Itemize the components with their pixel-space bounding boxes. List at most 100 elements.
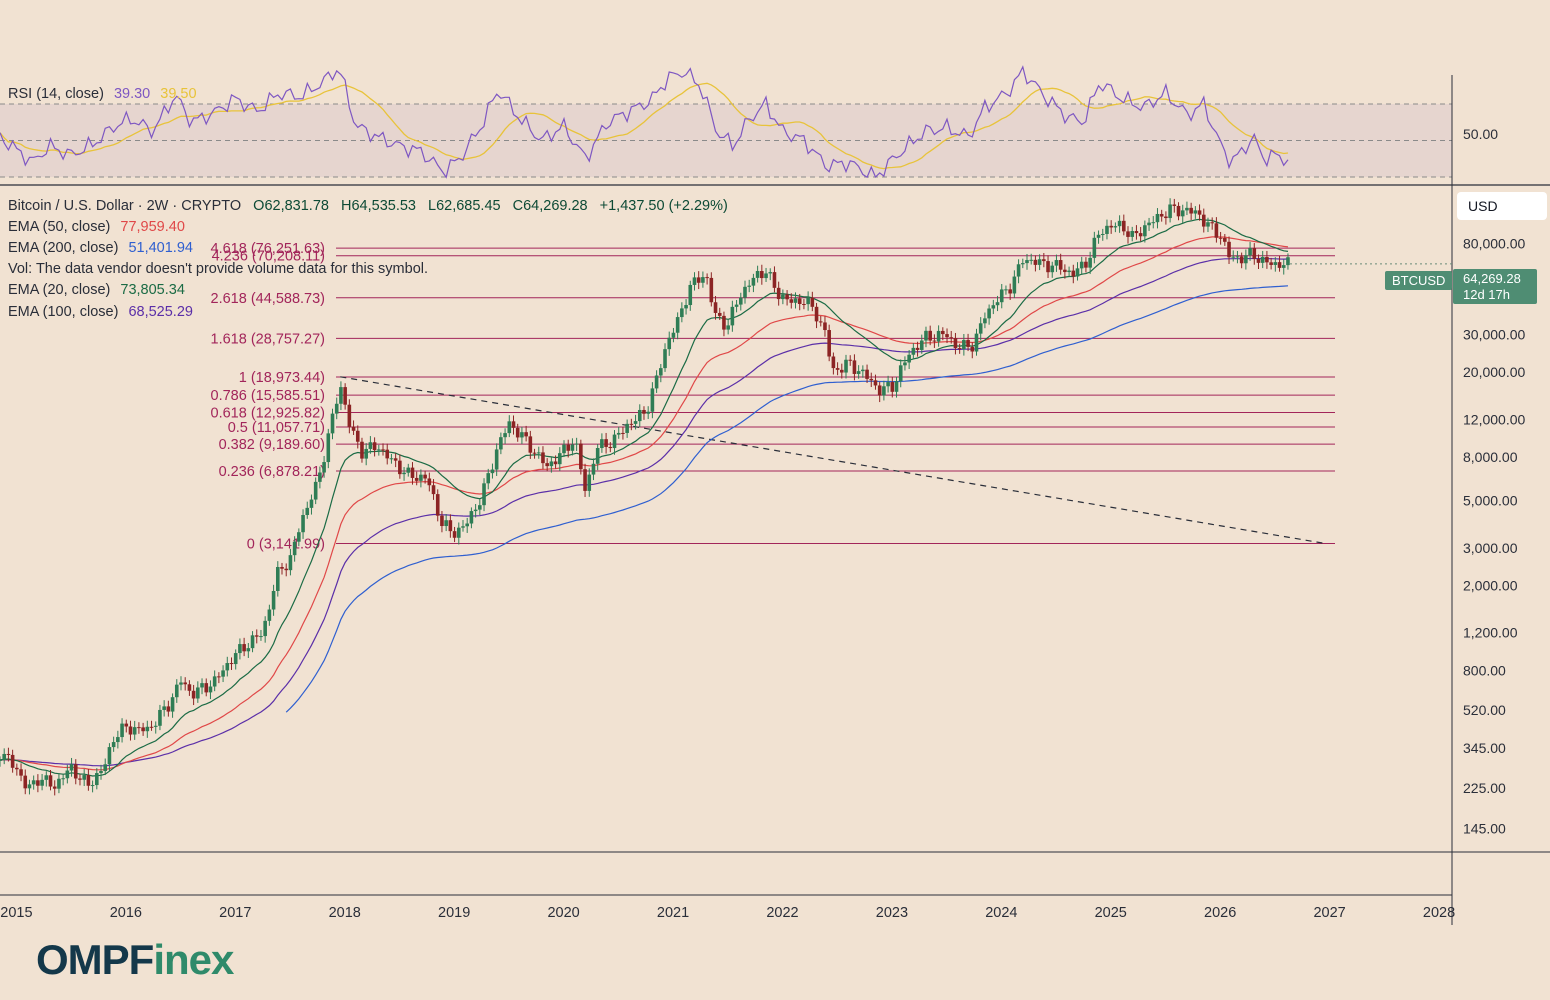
candle-body: [381, 449, 385, 451]
candle-body: [65, 770, 70, 779]
candle-body: [1138, 233, 1143, 237]
candle-body: [1092, 237, 1097, 258]
candle-body: [776, 287, 781, 300]
candle-body: [1054, 260, 1059, 266]
ema50-label: EMA (50, close): [8, 219, 111, 235]
candle-body: [743, 286, 747, 298]
candle-body: [1033, 259, 1038, 265]
candle-body: [1244, 255, 1248, 264]
ema100-value: 68,525.29: [128, 304, 193, 320]
candle-body: [6, 753, 11, 755]
candle-body: [983, 318, 987, 324]
candle-body: [818, 321, 823, 323]
candle-body: [604, 439, 608, 447]
candle-body: [153, 725, 158, 727]
candle-body: [848, 359, 853, 361]
candle-body: [423, 474, 427, 479]
candle-body: [1113, 226, 1118, 228]
candle-body: [19, 769, 23, 776]
candle-body: [254, 635, 259, 637]
candle-body: [473, 509, 478, 512]
candle-body: [1134, 231, 1139, 234]
candle-body: [40, 779, 44, 786]
candle-body: [1100, 233, 1105, 235]
rsi-line: [0, 65, 1289, 179]
candle-body: [107, 747, 112, 765]
candle-body: [1067, 270, 1071, 273]
candle-body: [1079, 261, 1084, 269]
candle-body: [667, 337, 672, 350]
candle-body: [149, 726, 154, 728]
candle-body: [69, 764, 74, 771]
time-axis-label: 2026: [1204, 905, 1236, 921]
candle-body: [1117, 220, 1122, 227]
logo-text-2: inex: [153, 936, 234, 983]
price-axis-label: 145.00: [1463, 821, 1506, 837]
ema50-line: [0, 236, 1289, 771]
candle-body: [738, 297, 743, 305]
candle-body: [999, 289, 1004, 303]
candle-body: [419, 474, 423, 481]
candle-body: [305, 507, 310, 516]
candle-body: [179, 682, 183, 685]
candle-body: [246, 648, 251, 652]
candle-body: [709, 277, 714, 303]
candle-body: [1143, 225, 1147, 237]
candle-body: [57, 778, 61, 789]
candle-body: [1265, 256, 1269, 263]
candle-body: [1269, 262, 1273, 265]
candle-body: [616, 432, 621, 435]
candle-body: [440, 515, 444, 527]
candle-body: [936, 330, 941, 342]
candle-body: [747, 285, 752, 287]
candle-body: [1096, 234, 1101, 238]
price-axis-label: 20,000.00: [1463, 364, 1525, 380]
candle-body: [431, 485, 436, 495]
candle-body: [941, 330, 945, 335]
time-axis-label: 2022: [766, 905, 798, 921]
candle-body: [1223, 237, 1227, 242]
time-axis-label: 2028: [1423, 905, 1455, 921]
candle-body: [1180, 210, 1185, 217]
candle-body: [856, 371, 861, 374]
candle-body: [1239, 256, 1244, 264]
candle-body: [1122, 220, 1126, 232]
candle-body: [389, 458, 394, 460]
candle-body: [465, 523, 469, 527]
candle-body: [44, 775, 49, 780]
candle-body: [705, 277, 709, 279]
candle-body: [36, 780, 40, 786]
candle-body: [781, 294, 785, 300]
candle-body: [301, 515, 305, 533]
candle-body: [208, 686, 213, 693]
currency-button[interactable]: USD: [1457, 192, 1547, 220]
candle-body: [402, 472, 406, 475]
candle-body: [591, 463, 596, 475]
candle-body: [364, 448, 368, 459]
price-axis-label: 3,000.00: [1463, 540, 1518, 556]
candle-body: [966, 339, 970, 347]
candle-body: [772, 272, 777, 288]
candle-body: [238, 644, 242, 654]
brand-logo: OMPFinex: [36, 936, 234, 984]
candle-body: [1189, 207, 1193, 214]
candle-body: [1008, 289, 1012, 294]
candle-body: [755, 271, 760, 278]
candle-body: [1206, 222, 1210, 227]
candle-body: [351, 426, 356, 431]
candle-body: [810, 297, 815, 307]
candle-body: [625, 423, 629, 433]
candle-body: [924, 330, 928, 341]
candle-body: [579, 443, 583, 470]
candle-body: [292, 541, 297, 556]
time-axis-label: 2018: [329, 905, 361, 921]
candle-body: [393, 458, 398, 461]
candle-body: [275, 567, 280, 591]
time-axis-label: 2027: [1313, 905, 1345, 921]
candle-body: [1071, 270, 1076, 277]
price-axis-label: 225.00: [1463, 780, 1506, 796]
rsi-legend: RSI (14, close) 39.30 39.50: [8, 85, 197, 103]
candle-body: [1084, 261, 1088, 268]
